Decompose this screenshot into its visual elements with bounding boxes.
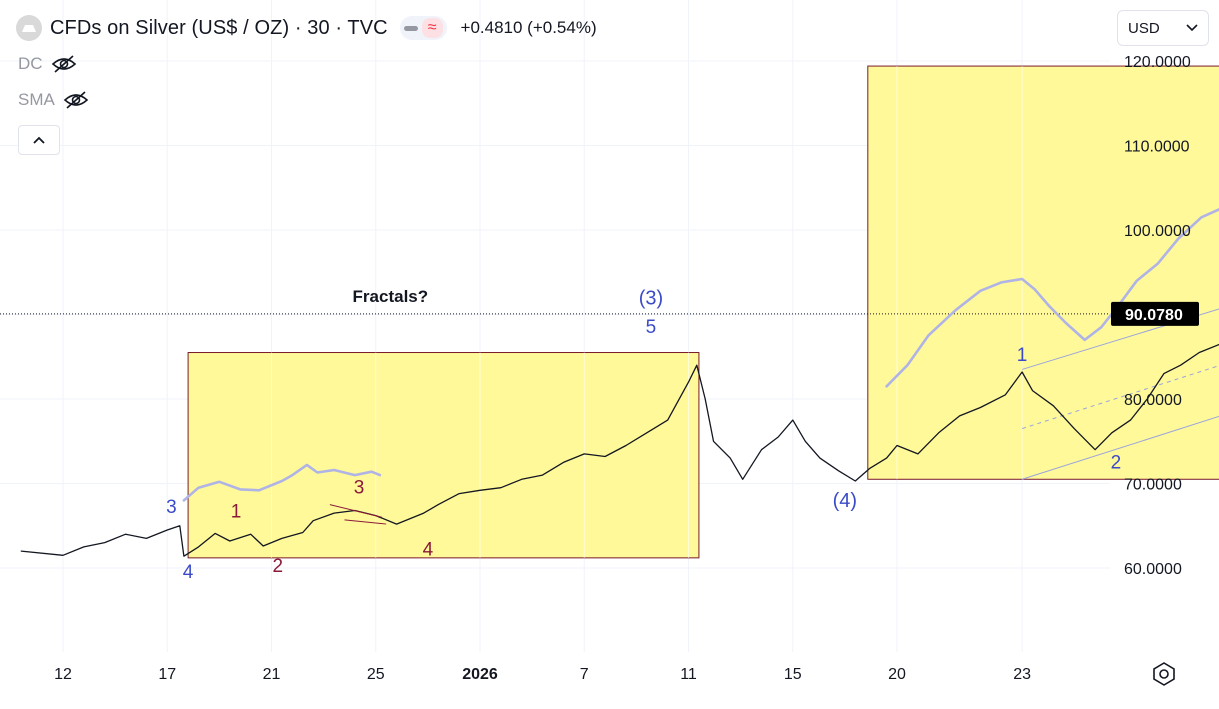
wave-label: 2 — [1111, 452, 1122, 473]
indicator-label: SMA — [18, 90, 55, 109]
dash-icon — [403, 25, 418, 31]
wave-label: 4 — [423, 539, 434, 560]
time-tick-label: 12 — [54, 666, 72, 683]
wave-label: (4) — [833, 490, 857, 512]
last-price-label: 90.0780 — [1125, 307, 1183, 324]
last-price-tag — [1111, 301, 1199, 326]
price-tick-label: 80.0000 — [1124, 392, 1182, 409]
status-pill[interactable]: ≈ — [399, 16, 447, 40]
projection-line — [182, 463, 382, 502]
wave-icon: ≈ — [421, 18, 443, 38]
wave-label: 4 — [183, 562, 194, 583]
time-tick-label: 15 — [784, 666, 802, 683]
wave-label: 3 — [166, 497, 177, 518]
indicator-sma[interactable]: SMA — [18, 90, 89, 110]
price-axis: 60.000070.000080.000090.0000100.0000110.… — [1111, 54, 1199, 578]
eye-hidden-icon[interactable] — [63, 90, 89, 110]
triangle-line-upper — [329, 504, 383, 518]
time-axis: 12 17 21 25 2026 7 11 15 20 23 — [54, 666, 1031, 683]
price-tick-label: 70.0000 — [1124, 477, 1182, 494]
highlight-zones — [187, 65, 1219, 559]
wave-label: 2 — [272, 556, 283, 577]
time-tick-label: 25 — [367, 666, 385, 683]
silver-symbol-icon[interactable] — [16, 15, 42, 41]
price-tick-label: 110.0000 — [1124, 139, 1190, 156]
price-change: +0.4810 (+0.54%) — [460, 18, 597, 37]
channel-line-middle — [1021, 365, 1219, 430]
time-tick-label: 17 — [158, 666, 176, 683]
currency-label: USD — [1128, 19, 1160, 37]
time-tick-label: 2026 — [462, 666, 498, 683]
eye-hidden-icon[interactable] — [51, 54, 77, 74]
price-line — [20, 343, 1219, 557]
wave-label: 1 — [231, 501, 242, 522]
wave-label: 3 — [354, 478, 365, 499]
wave-label: 1 — [1017, 345, 1028, 366]
price-tick-label: 100.0000 — [1124, 223, 1191, 240]
symbol-title[interactable]: CFDs on Silver (US$ / OZ) · 30 · TVC — [50, 16, 388, 39]
chart-settings-icon[interactable] — [1150, 660, 1178, 688]
wave-label: 5 — [646, 317, 657, 338]
chevron-up-icon — [33, 136, 45, 144]
wave-labels: Fractals?(3)5(4)3412341234 — [166, 287, 1122, 583]
time-tick-label: 20 — [888, 666, 906, 683]
indicator-dc[interactable]: DC — [18, 54, 77, 74]
price-tick-label: 120.0000 — [1124, 54, 1191, 71]
chart-header: CFDs on Silver (US$ / OZ) · 30 · TVC ≈ +… — [16, 12, 597, 44]
collapse-legend-button[interactable] — [18, 125, 60, 155]
time-tick-label: 23 — [1013, 666, 1031, 683]
channel-line-lower — [1021, 415, 1219, 480]
projection-line — [885, 208, 1219, 388]
triangle-patterns — [329, 504, 387, 525]
indicator-label: DC — [18, 54, 43, 73]
price-series — [20, 208, 1219, 557]
triangle-line-lower — [344, 519, 387, 525]
currency-selector[interactable]: USD — [1117, 10, 1209, 46]
wave-label: (3) — [639, 287, 663, 309]
wave-label: Fractals? — [353, 287, 429, 306]
highlight-zone — [187, 352, 700, 559]
price-tick-label: 60.0000 — [1124, 561, 1182, 578]
price-channel — [1021, 308, 1219, 480]
time-tick-label: 11 — [680, 666, 697, 683]
highlight-zone — [867, 65, 1219, 480]
channel-line-upper — [1021, 308, 1219, 370]
chevron-down-icon — [1186, 24, 1198, 32]
time-tick-label: 7 — [580, 666, 589, 683]
time-tick-label: 21 — [263, 666, 281, 683]
